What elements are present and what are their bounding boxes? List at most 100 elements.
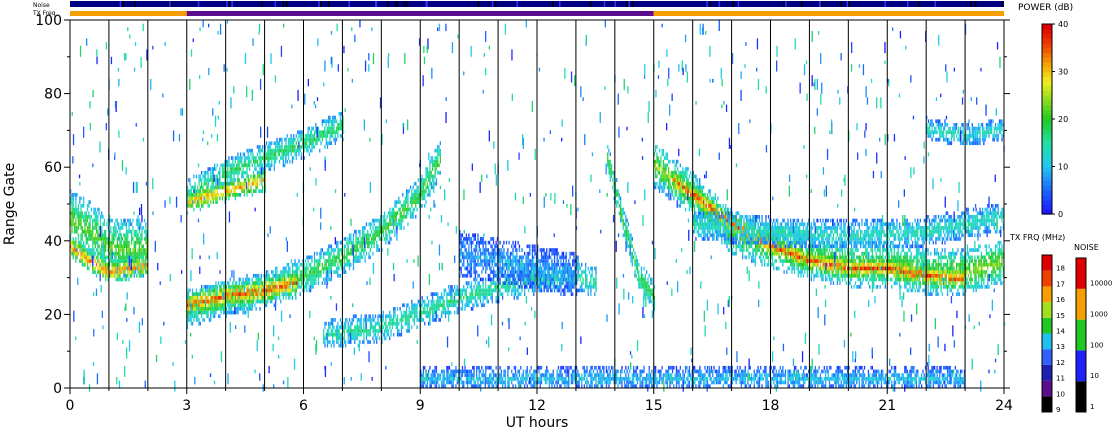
heat-cell bbox=[186, 314, 189, 319]
heat-cell bbox=[255, 185, 257, 190]
heat-cell bbox=[477, 262, 479, 267]
heat-cell bbox=[81, 237, 83, 241]
heat-cell bbox=[383, 332, 386, 337]
heat-cell bbox=[343, 244, 345, 249]
heat-cell bbox=[496, 248, 499, 252]
heat-cell bbox=[386, 215, 388, 219]
heat-cell bbox=[265, 303, 268, 308]
heat-cell bbox=[482, 259, 484, 263]
heat-cell bbox=[204, 174, 207, 179]
heat-cell bbox=[287, 148, 290, 153]
heat-cell bbox=[332, 262, 334, 267]
heat-cell bbox=[282, 288, 284, 293]
heat-cell bbox=[373, 237, 375, 241]
heat-cell bbox=[191, 310, 194, 315]
heat-cell bbox=[374, 237, 377, 241]
heat-cell bbox=[193, 292, 195, 296]
heat-cell bbox=[225, 189, 227, 193]
heat-cell bbox=[381, 229, 383, 234]
heat-cell bbox=[212, 288, 214, 293]
heat-cell bbox=[587, 288, 589, 293]
heat-cell bbox=[142, 273, 144, 278]
heat-cell bbox=[190, 189, 192, 193]
heat-cell bbox=[132, 270, 134, 274]
heat-cell bbox=[569, 277, 571, 282]
heat-cell bbox=[95, 215, 98, 219]
heat-cell bbox=[107, 273, 109, 278]
heat-cell bbox=[492, 266, 495, 271]
heat-cell bbox=[505, 266, 508, 271]
heat-cell bbox=[225, 181, 227, 186]
heat-cell bbox=[97, 255, 99, 260]
heat-cell bbox=[236, 285, 238, 289]
heat-cell bbox=[101, 255, 103, 260]
heat-cell bbox=[529, 251, 531, 256]
heat-cell bbox=[356, 321, 358, 326]
heat-cell bbox=[390, 321, 392, 326]
heat-cell bbox=[477, 288, 479, 293]
heat-cell bbox=[302, 270, 304, 274]
heat-cell bbox=[413, 200, 416, 204]
heat-cell bbox=[383, 215, 386, 219]
heat-cell bbox=[377, 229, 379, 234]
heat-cell bbox=[236, 292, 238, 296]
heat-cell bbox=[527, 273, 530, 278]
heat-cell bbox=[335, 244, 338, 249]
heat-cell bbox=[97, 266, 99, 271]
heat-cell bbox=[276, 266, 278, 271]
heat-cell bbox=[402, 314, 404, 319]
heat-cell bbox=[304, 273, 307, 278]
heat-cell bbox=[592, 277, 595, 282]
heat-cell bbox=[339, 273, 342, 278]
heat-cell bbox=[416, 310, 418, 315]
heat-cell bbox=[328, 248, 330, 252]
heat-cell bbox=[308, 270, 310, 274]
heat-cell bbox=[513, 277, 515, 282]
heat-cell bbox=[189, 288, 191, 293]
heat-cell bbox=[76, 251, 78, 256]
heat-cell bbox=[334, 119, 336, 124]
heat-cell bbox=[494, 270, 496, 274]
heat-cell bbox=[123, 248, 125, 252]
heat-cell bbox=[530, 266, 532, 271]
heat-cell bbox=[258, 299, 260, 304]
heat-cell bbox=[220, 288, 222, 293]
heat-cell bbox=[132, 251, 134, 256]
heat-cell bbox=[145, 233, 147, 238]
heat-cell bbox=[504, 273, 506, 278]
heat-cell bbox=[254, 189, 256, 193]
heat-cell bbox=[302, 288, 304, 293]
heat-cell bbox=[256, 185, 259, 190]
heat-cell bbox=[310, 130, 312, 135]
heat-cell bbox=[95, 237, 98, 241]
heat-cell bbox=[237, 185, 239, 190]
heat-cell bbox=[114, 251, 116, 256]
heat-cell bbox=[464, 303, 466, 308]
heat-cell bbox=[407, 211, 409, 216]
heat-cell bbox=[496, 296, 499, 300]
heat-cell bbox=[361, 226, 364, 230]
heat-cell bbox=[345, 340, 347, 344]
heat-cell bbox=[92, 229, 94, 234]
heat-cell bbox=[186, 211, 189, 216]
heat-cell bbox=[412, 211, 414, 216]
heat-cell bbox=[496, 277, 499, 282]
heat-cell bbox=[447, 299, 449, 304]
heat-cell bbox=[441, 303, 443, 308]
heat-cell bbox=[321, 262, 323, 267]
heat-cell bbox=[577, 277, 579, 282]
heat-cell bbox=[119, 244, 121, 249]
heat-cell bbox=[403, 207, 405, 212]
heat-cell bbox=[378, 226, 380, 230]
heat-cell bbox=[315, 141, 317, 146]
heat-cell bbox=[81, 259, 83, 263]
noise-bar-tick bbox=[328, 1, 330, 7]
heat-cell bbox=[464, 288, 466, 293]
heat-cell bbox=[281, 148, 283, 153]
heat-cell bbox=[553, 273, 556, 278]
heat-cell bbox=[400, 314, 403, 319]
heat-cell bbox=[479, 259, 482, 263]
heat-cell bbox=[277, 281, 279, 285]
heat-cell bbox=[271, 285, 273, 289]
heat-cell bbox=[241, 307, 243, 311]
